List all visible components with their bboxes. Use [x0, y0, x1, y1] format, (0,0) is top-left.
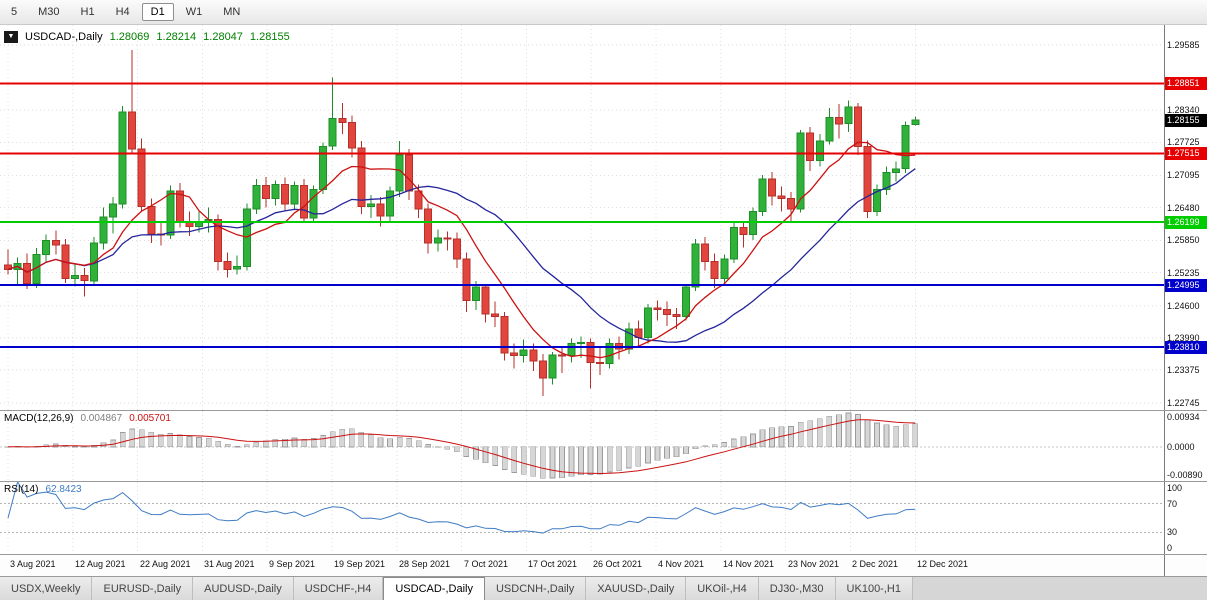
date-label: 22 Aug 2021: [140, 559, 191, 569]
macd-axis-label: -0.00890: [1167, 470, 1203, 480]
price-chart[interactable]: [0, 25, 1164, 410]
rsi-axis[interactable]: 100 70 30 0: [1164, 482, 1207, 554]
rsi-axis-label: 100: [1167, 483, 1183, 493]
macd-axis-label: 0.00934: [1167, 412, 1200, 422]
price-tick-label: 1.29585: [1167, 40, 1200, 50]
date-label: 28 Sep 2021: [399, 559, 451, 569]
low-value: 1.28047: [203, 31, 243, 43]
date-label: 14 Nov 2021: [723, 559, 775, 569]
date-label: 7 Oct 2021: [464, 559, 509, 569]
high-value: 1.28214: [156, 31, 197, 43]
date-label: 12 Dec 2021: [917, 559, 969, 569]
symbol-label: USDCAD-,Daily: [25, 31, 103, 43]
tf-w1-button[interactable]: W1: [177, 3, 212, 21]
macd-label: MACD(12,26,9) 0.004867 0.005701: [4, 413, 171, 424]
date-label: 26 Oct 2021: [593, 559, 643, 569]
timeframe-toolbar: 5 M30 H1 H4 D1 W1 MN: [0, 0, 1207, 25]
price-panel: ▼ USDCAD-,Daily 1.28069 1.28214 1.28047 …: [0, 25, 1164, 410]
macd-name: MACD(12,26,9): [4, 413, 74, 424]
date-label: 4 Nov 2021: [658, 559, 705, 569]
macd-axis-label: 0.0000: [1167, 442, 1195, 452]
tab-xauusd-daily[interactable]: XAUUSD-,Daily: [586, 577, 687, 600]
tf-m30-button[interactable]: M30: [29, 3, 68, 21]
tf-5-button[interactable]: 5: [2, 3, 26, 21]
date-label: 17 Oct 2021: [528, 559, 578, 569]
chart-area: ▼ USDCAD-,Daily 1.28069 1.28214 1.28047 …: [0, 25, 1207, 576]
tab-dj30-m30[interactable]: DJ30-,M30: [758, 577, 836, 600]
panel-separator[interactable]: [0, 481, 1207, 482]
macd-axis[interactable]: 0.00934 0.0000 -0.00890: [1164, 411, 1207, 481]
level-price-badge: 1.23810: [1165, 341, 1207, 354]
date-label: 3 Aug 2021: [10, 559, 56, 569]
panel-separator: [0, 554, 1207, 555]
rsi-axis-label: 30: [1167, 527, 1178, 537]
rsi-axis-label: 70: [1167, 499, 1178, 509]
price-axis[interactable]: 1.29585 1.28340 1.27725 1.27095 1.26480 1.258…: [1164, 25, 1207, 410]
rsi-value: 62.8423: [45, 484, 82, 495]
close-value: 1.28155: [249, 31, 290, 43]
rsi-name: RSI(14): [4, 484, 39, 495]
price-tick-label: 1.25235: [1167, 268, 1200, 278]
level-price-badge: 1.24995: [1165, 279, 1207, 292]
symbol-tabbar: USDX,Weekly EURUSD-,Daily AUDUSD-,Daily …: [0, 576, 1207, 600]
price-tick-label: 1.23375: [1167, 365, 1200, 375]
date-label: 12 Aug 2021: [75, 559, 126, 569]
date-label: 9 Sep 2021: [269, 559, 316, 569]
macd-signal-value: 0.005701: [129, 413, 171, 424]
tab-eurusd-daily[interactable]: EURUSD-,Daily: [92, 577, 194, 600]
price-tick-label: 1.24600: [1167, 301, 1200, 311]
level-price-badge: 1.27515: [1165, 147, 1207, 160]
tab-usdcad-daily[interactable]: USDCAD-,Daily: [383, 577, 485, 600]
tab-usdchf-h4[interactable]: USDCHF-,H4: [293, 577, 384, 600]
date-label: 23 Nov 2021: [788, 559, 840, 569]
macd-panel: MACD(12,26,9) 0.004867 0.005701: [0, 411, 1164, 481]
price-tick-label: 1.22745: [1167, 398, 1200, 408]
rsi-panel: RSI(14) 62.8423: [0, 482, 1164, 554]
chart-menu-icon[interactable]: ▼: [4, 31, 18, 43]
tab-audusd-daily[interactable]: AUDUSD-,Daily: [193, 577, 294, 600]
rsi-axis-label: 0: [1167, 543, 1173, 553]
tab-usdcnh-daily[interactable]: USDCNH-,Daily: [484, 577, 587, 600]
tab-usdx-weekly[interactable]: USDX,Weekly: [0, 577, 93, 600]
date-label: 19 Sep 2021: [334, 559, 386, 569]
price-tick-label: 1.25850: [1167, 235, 1200, 245]
level-price-badge: 1.28851: [1165, 77, 1207, 90]
date-label: 2 Dec 2021: [852, 559, 899, 569]
macd-indicator[interactable]: [0, 411, 1164, 481]
tf-h4-button[interactable]: H4: [107, 3, 139, 21]
tf-d1-button[interactable]: D1: [141, 3, 174, 21]
date-axis-corner: [1164, 555, 1207, 576]
price-tick-label: 1.27725: [1167, 137, 1200, 147]
price-tick-label: 1.23990: [1167, 333, 1200, 343]
rsi-label: RSI(14) 62.8423: [4, 484, 82, 495]
panel-separator[interactable]: [0, 410, 1207, 411]
level-price-badge: 1.26199: [1165, 216, 1207, 229]
tf-mn-button[interactable]: MN: [214, 3, 249, 21]
tf-h1-button[interactable]: H1: [72, 3, 104, 21]
price-tick-label: 1.27095: [1167, 170, 1200, 180]
chart-title: ▼ USDCAD-,Daily 1.28069 1.28214 1.28047 …: [4, 31, 290, 43]
date-axis[interactable]: 3 Aug 2021 12 Aug 2021 22 Aug 2021 31 Aug 2…: [0, 555, 1164, 576]
date-label: 31 Aug 2021: [204, 559, 255, 569]
rsi-indicator[interactable]: [0, 482, 1164, 554]
current-price-badge: 1.28155: [1165, 114, 1207, 127]
tab-ukoil-h4[interactable]: UKOil-,H4: [686, 577, 759, 600]
price-tick-label: 1.28340: [1167, 105, 1200, 115]
tab-uk100-h1[interactable]: UK100-,H1: [835, 577, 913, 600]
price-tick-label: 1.26480: [1167, 203, 1200, 213]
open-value: 1.28069: [109, 31, 150, 43]
macd-main-value: 0.004867: [80, 413, 123, 424]
